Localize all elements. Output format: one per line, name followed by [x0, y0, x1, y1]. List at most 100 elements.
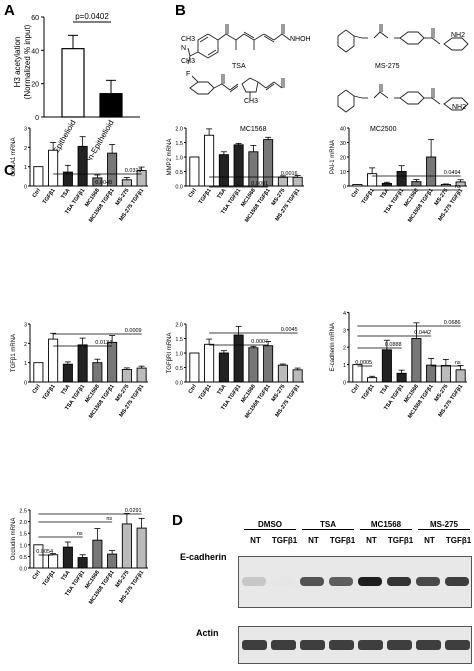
actin-band — [271, 640, 296, 650]
ecadherin-band — [329, 577, 353, 586]
chart-ytick-label: 3 — [24, 323, 27, 329]
chart-ylabel: E-cadherin mRNA — [330, 323, 336, 371]
chart-xlabel: TSA — [216, 384, 227, 396]
chart-sig-label: 0.0045 — [281, 327, 298, 333]
chart-bar — [292, 176, 303, 187]
chart-xlabel: TGFβ1 — [198, 384, 213, 402]
chart-bar — [121, 368, 132, 383]
chart-xlabel: TGFβ1 — [42, 570, 57, 588]
chart-sig-label: 0.0686 — [444, 320, 461, 326]
chart-bar — [440, 365, 451, 383]
chart-bar — [189, 352, 200, 383]
wb-group-header: MS-275 — [418, 520, 470, 530]
chart-bar — [381, 349, 392, 383]
chart-xlabel: TSA — [60, 384, 71, 396]
chart-bar — [107, 553, 118, 569]
chart-bar — [411, 181, 422, 187]
chart-bar — [396, 372, 407, 383]
wb-group-header: TSA — [302, 520, 354, 530]
actin-row-label: Actin — [196, 628, 219, 638]
tsa-structure — [187, 24, 291, 65]
chart-xlabel: TGFβ1 — [361, 384, 376, 402]
chart-xlabel: TGFβ1 — [42, 384, 57, 402]
chart-bar — [136, 367, 147, 383]
actin-band — [329, 640, 354, 650]
chart-bar — [248, 347, 259, 383]
chart-bar — [121, 179, 132, 187]
chart-xlabel: TGFβ1 — [42, 188, 57, 206]
wb-lane-header: TGFβ1 — [271, 536, 298, 545]
actin-band — [416, 640, 441, 650]
chart-bar — [204, 134, 215, 187]
chart-ytick-label: 2.0 — [175, 323, 183, 329]
panel-label-c: C — [4, 162, 15, 179]
chart-bar — [292, 369, 303, 383]
chart-bar — [367, 377, 378, 383]
chart-bar — [77, 145, 88, 187]
chart-ytick-label: 3 — [343, 328, 346, 334]
chart-sig-label: 0.0005 — [355, 360, 372, 366]
chart-ytick-label: 1.5 — [19, 532, 27, 538]
chart-sig-label: 0.0016 — [281, 171, 298, 177]
chart-sig-label: 0.0888 — [385, 342, 402, 348]
panel-a-ytick-label: 40 — [31, 48, 39, 55]
chart-bar — [455, 369, 466, 383]
actin-blot — [238, 626, 472, 664]
panel-b-structures — [187, 24, 469, 113]
ms275-label: MS-275 — [375, 63, 400, 70]
chart-bar — [277, 364, 288, 383]
actin-band — [242, 640, 267, 650]
chart-sig-label: ns — [455, 360, 461, 366]
tsa-label: TSA — [232, 63, 246, 70]
ecadherin-band — [416, 577, 440, 586]
wb-lane-header: NT — [308, 536, 319, 545]
panel-a-chart: H3 acetylation (Normalized % input) 0 20 4… — [13, 12, 140, 160]
chart-bar — [218, 352, 229, 383]
panel-a-ytick-label: 0 — [35, 115, 39, 122]
chart-bar — [62, 546, 73, 569]
chart-sig-label: 0.0494 — [444, 170, 461, 176]
chart-ytick-label: 30 — [340, 141, 346, 147]
chart-bar — [352, 364, 363, 383]
chart-bar — [263, 345, 274, 383]
mc1568-ch3: CH3 — [244, 98, 259, 105]
chart-ytick-label: 1.5 — [175, 337, 183, 343]
panel-a-ylabel: H3 acetylation (Normalized % input) — [13, 24, 32, 99]
panel-label-b: B — [175, 2, 186, 19]
chart-bar — [48, 149, 59, 187]
chart-ytick-label: 1.0 — [19, 543, 27, 549]
mc2500-nh2: NH2 — [452, 104, 467, 111]
chart-ytick-label: 1 — [24, 361, 27, 367]
tsa-ch3-bottom: CH3 — [181, 58, 196, 65]
chart-ytick-label: 2.0 — [19, 520, 27, 526]
chart-ytick-label: 1.0 — [175, 156, 183, 162]
chart-ylabel: TGFβRI mRNA — [167, 333, 173, 374]
ecadherin-band — [242, 577, 266, 586]
chart-sig-label: ns — [455, 184, 461, 190]
chart-ytick-label: 1.5 — [175, 141, 183, 147]
panel-a-ylabel-line2: (Normalized % input) — [23, 24, 32, 99]
chart-ytick-label: 0.0 — [19, 567, 27, 573]
chart-ytick-label: 2 — [24, 342, 27, 348]
chart-ylabel: PAI-1 mRNA — [330, 140, 336, 174]
ecadherin-band — [387, 577, 411, 586]
ecadherin-band — [271, 577, 295, 586]
panel-a-ytick-label: 60 — [31, 15, 39, 22]
chart-bar — [136, 527, 147, 569]
chart-sig-label: 0.0007 — [251, 339, 268, 345]
chart-bar — [33, 544, 44, 569]
chart-xlabel: Ctrl — [351, 383, 362, 395]
chart-bar — [33, 362, 44, 383]
chart-xlabel: Ctrl — [32, 187, 43, 199]
chart-bar — [440, 184, 451, 187]
mc1568-label: MC1568 — [240, 126, 267, 133]
chart-ylabel: Col1A1 mRNA — [11, 137, 17, 176]
ms275-nh2: NH2 — [451, 32, 466, 39]
chart-ytick-label: 2.5 — [19, 509, 27, 515]
panel-a-pvalue: p=0.0402 — [75, 12, 109, 21]
ms275-structure — [337, 24, 469, 53]
